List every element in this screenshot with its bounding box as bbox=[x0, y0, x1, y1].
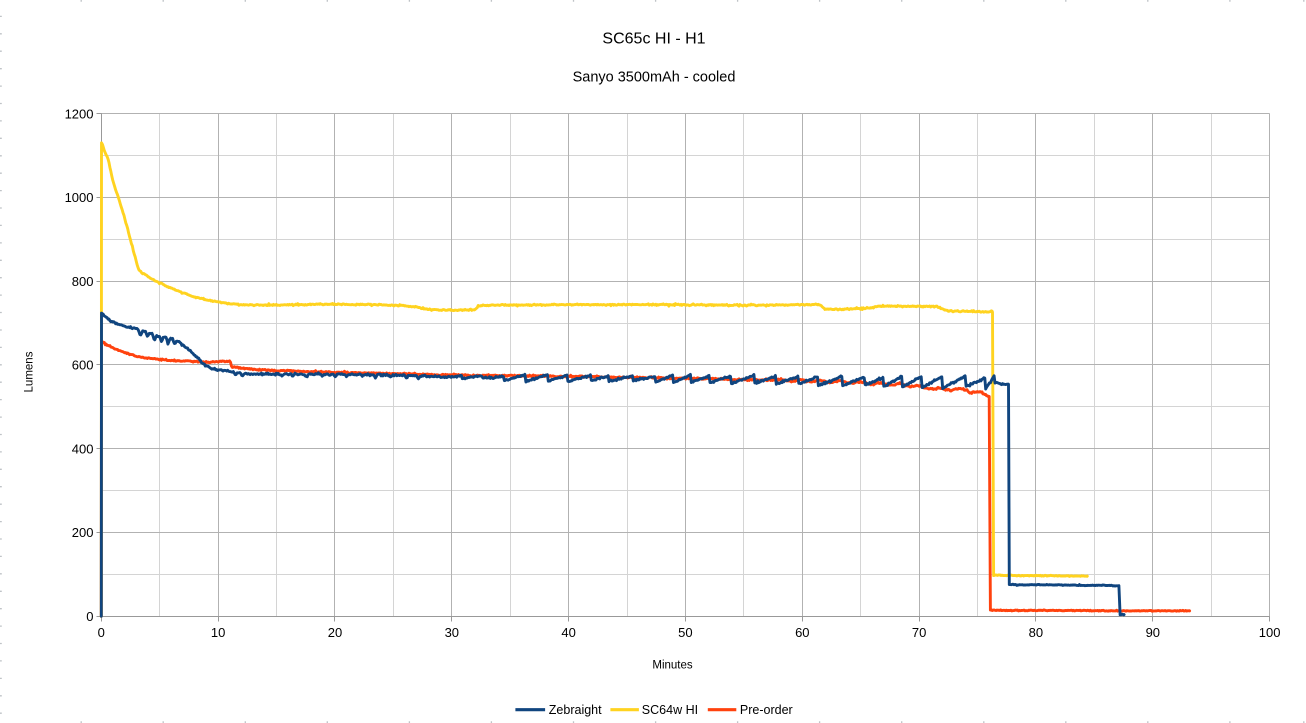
svg-text:1200: 1200 bbox=[65, 106, 94, 121]
svg-text:50: 50 bbox=[678, 625, 692, 640]
svg-text:90: 90 bbox=[1146, 625, 1160, 640]
svg-text:70: 70 bbox=[912, 625, 926, 640]
svg-text:800: 800 bbox=[72, 274, 94, 289]
svg-text:0: 0 bbox=[86, 609, 93, 624]
svg-text:Lumens: Lumens bbox=[24, 351, 36, 392]
svg-text:10: 10 bbox=[211, 625, 225, 640]
svg-text:20: 20 bbox=[328, 625, 342, 640]
svg-text:Sanyo 3500mAh - cooled: Sanyo 3500mAh - cooled bbox=[573, 70, 736, 86]
svg-text:Pre-order: Pre-order bbox=[740, 703, 793, 717]
svg-text:600: 600 bbox=[72, 358, 94, 373]
svg-text:1000: 1000 bbox=[65, 190, 94, 205]
svg-text:SC64w HI: SC64w HI bbox=[642, 703, 698, 717]
svg-text:100: 100 bbox=[1259, 625, 1281, 640]
svg-text:Minutes: Minutes bbox=[652, 659, 693, 671]
svg-text:Zebraight: Zebraight bbox=[549, 703, 602, 717]
svg-text:400: 400 bbox=[72, 441, 94, 456]
svg-text:40: 40 bbox=[561, 625, 575, 640]
svg-text:80: 80 bbox=[1029, 625, 1043, 640]
svg-text:60: 60 bbox=[795, 625, 809, 640]
svg-text:200: 200 bbox=[72, 525, 94, 540]
svg-text:30: 30 bbox=[445, 625, 459, 640]
svg-text:0: 0 bbox=[98, 625, 105, 640]
svg-text:SC65c HI - H1: SC65c HI - H1 bbox=[602, 31, 705, 48]
